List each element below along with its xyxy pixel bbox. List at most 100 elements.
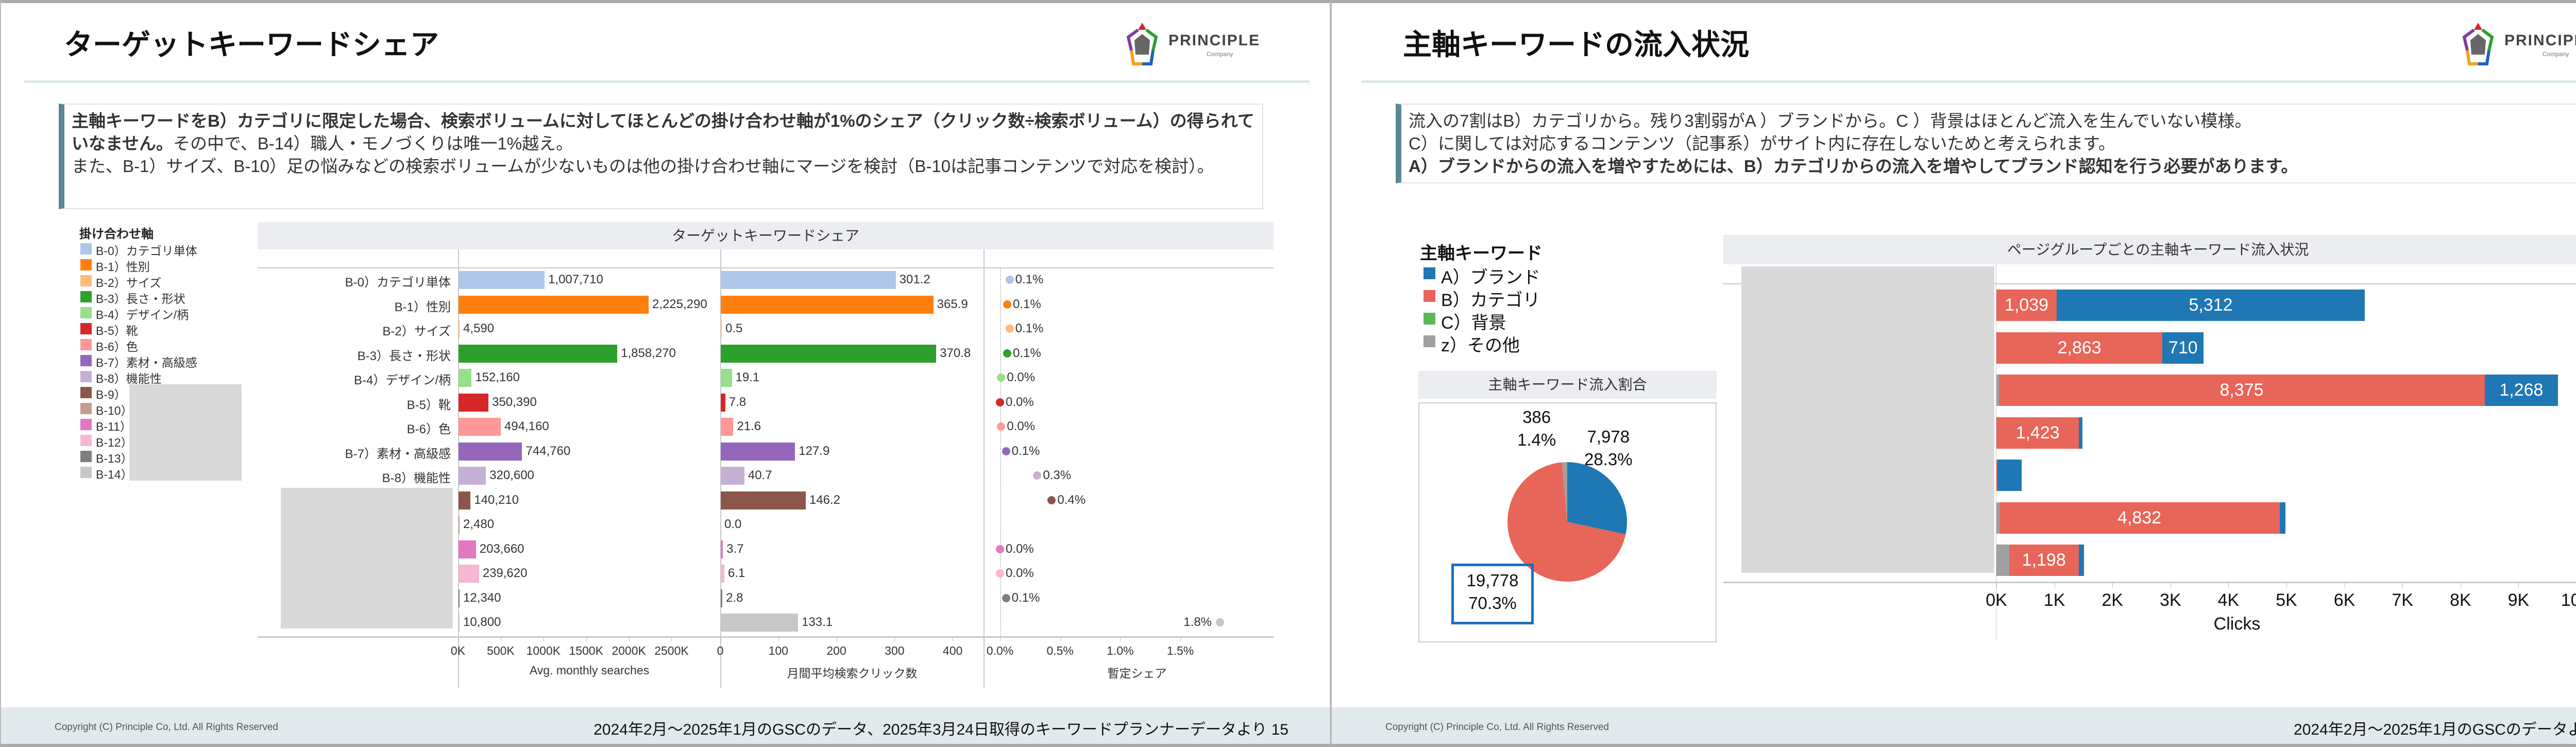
bar (721, 589, 723, 607)
share-dot (1005, 276, 1014, 284)
bar-value-label: 239,620 (482, 566, 528, 580)
x-axis-line (258, 636, 1274, 638)
pie-percent: 28.3% (1584, 450, 1633, 469)
share-label: 0.1% (1015, 273, 1044, 286)
bar-segment-label: 710 (2168, 337, 2198, 358)
axis-tick (1180, 637, 1181, 641)
bar-segment: 1,423 (1996, 417, 2079, 449)
legend-swatch (1423, 335, 1435, 347)
bar (459, 344, 618, 363)
bar-value-label: 494,160 (504, 419, 549, 433)
bar-segment: 1,268 (2484, 375, 2558, 406)
redacted-page-group-labels (1741, 266, 1994, 573)
axis-title: 月間平均検索クリック数 (787, 667, 918, 680)
bar-segment-label: 1,268 (2499, 380, 2544, 400)
slide-14: 主軸キーワードの流入状況 PRINCIPLE Company 流入の7割はB）カ… (1331, 0, 2576, 747)
share-dot (997, 374, 1006, 382)
axis-tick (2402, 583, 2403, 588)
axis-tick (458, 637, 459, 641)
footer: Copyright (C) Principle Co, Ltd. All Rig… (1, 707, 1330, 744)
logo-pentagon-icon (2462, 23, 2494, 65)
pie-frame (1418, 402, 1717, 642)
bar-value-label: 4,590 (463, 321, 495, 335)
category-label: B-7）素材・高級感 (345, 447, 451, 461)
pie-percent: 1.4% (1517, 430, 1556, 449)
pie-percent: 70.3% (1468, 593, 1517, 613)
copyright: Copyright (C) Principle Co, Ltd. All Rig… (1385, 722, 1609, 733)
bar-value-label: 2,480 (463, 517, 495, 531)
share-label: 0.0% (1006, 395, 1034, 409)
axis-tick (1060, 637, 1061, 641)
share-label: 0.0% (1006, 541, 1034, 556)
bar-segment (2078, 545, 2084, 576)
axis-tick (778, 637, 779, 641)
bar (721, 271, 896, 289)
bar-value-label: 0.5 (725, 321, 743, 335)
bar-segment (1996, 502, 1999, 534)
axis-tick-label: 400 (942, 644, 963, 657)
bar-segment-label: 1,198 (2022, 550, 2066, 570)
share-label: 0.3% (1043, 468, 1072, 482)
callout-bold-text: A）ブランドからの流入を増やすためには、B）カテゴリからの流入を増やしてブランド… (1409, 157, 2298, 176)
bar (459, 369, 472, 387)
category-label: B-5）靴 (406, 398, 451, 412)
axis-tick-label: 200 (826, 644, 846, 657)
legend-swatch (80, 275, 92, 286)
share-dot (1003, 349, 1011, 358)
share-label: 0.1% (1013, 297, 1041, 311)
pie-slice (1562, 462, 1567, 522)
legend-swatch (80, 435, 92, 446)
axis-title: Clicks (2213, 614, 2261, 634)
axis-tick (671, 637, 672, 641)
legend-title: 掛け合わせ軸 (79, 227, 154, 241)
legend-swatch (80, 387, 92, 398)
legend-swatch (80, 259, 92, 270)
logo-wordmark: PRINCIPLE (1168, 32, 1261, 49)
share-label: 1.8% (1183, 615, 1212, 629)
axis-tick-label: 0.0% (986, 644, 1014, 657)
zero-reference-line (1000, 268, 1001, 636)
source-text: 2024年2月～2025年1月のGSCのデータより (2294, 721, 2576, 738)
bar-value-label: 152,160 (475, 370, 520, 384)
legend-item-label: B-13） (96, 452, 133, 465)
bar-value-label: 127.9 (799, 444, 830, 458)
bar-value-label: 10,800 (463, 615, 501, 629)
legend-item-label: B-14） (96, 468, 133, 481)
axis-tick-label: 1K (2043, 590, 2065, 610)
pie-header: 主軸キーワード流入割合 (1418, 371, 1717, 399)
legend-swatch (80, 371, 92, 382)
category-label: B-8）機能性 (382, 471, 451, 485)
bar-value-label: 1,858,270 (621, 346, 676, 360)
legend-swatch (80, 355, 92, 366)
axis-tick (1996, 583, 1997, 588)
bar-segment-label: 5,312 (2189, 295, 2233, 315)
chart-header: ターゲットキーワードシェア (258, 222, 1274, 249)
pie-slice-label: 19,778 70.3% (1451, 564, 1534, 624)
axis-tick (586, 637, 587, 641)
axis-tick-label: 3K (2160, 590, 2181, 610)
bar (459, 614, 460, 632)
callout-text: 流入の7割はB）カテゴリから。残り3割弱がA ）ブランドから。C ）背景はほとん… (1409, 111, 2252, 130)
share-dot (997, 422, 1006, 431)
legend-item-label: B-9） (96, 388, 126, 401)
share-label: 0.0% (1007, 419, 1036, 433)
bar (721, 467, 744, 485)
axis-tick-label: 1000K (526, 644, 561, 657)
bar (459, 442, 522, 461)
bar-segment: 8,375 (1998, 375, 2485, 406)
bar-segment (1996, 460, 1997, 491)
callout-text: また、B-1）サイズ、B-10）足の悩みなどの検索ボリュームが少ないものは他の掛… (72, 157, 1214, 176)
bar-segment (1996, 545, 2009, 576)
title-divider (1362, 80, 2576, 83)
bar (721, 369, 732, 387)
bar (459, 418, 501, 436)
bar (721, 491, 806, 510)
bar-chart-title: ページグループごとの主軸キーワード流入状況 (2007, 242, 2309, 258)
x-axis-line (1723, 582, 2576, 583)
bar-value-label: 2,225,290 (652, 297, 707, 311)
source-note: 2024年2月～2025年1月のGSCのデータより 14 (2294, 717, 2576, 739)
pie-slice (1507, 462, 1626, 582)
legend-swatch (1423, 267, 1435, 279)
legend-swatch (80, 323, 92, 334)
share-dot (1033, 471, 1042, 480)
